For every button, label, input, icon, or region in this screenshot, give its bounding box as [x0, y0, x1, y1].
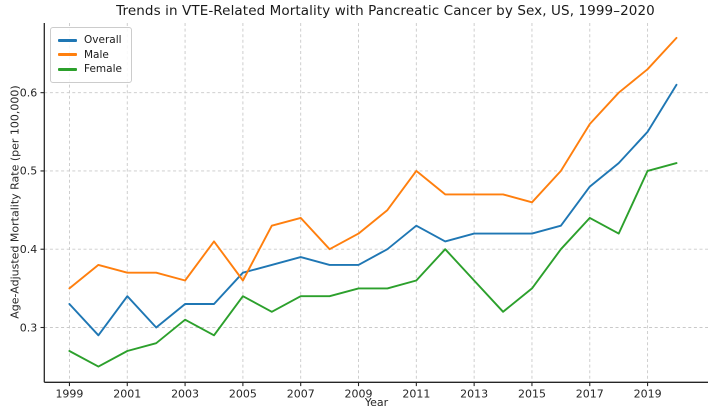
y-tick-label: 0.4	[20, 243, 38, 256]
x-tick-label: 2017	[576, 387, 604, 400]
y-tick-label: 0.5	[20, 165, 38, 178]
legend: Overall Male Female	[50, 27, 132, 83]
x-tick-label: 2007	[287, 387, 315, 400]
y-axis-label: Age-Adjusted Mortality Rate (per 100,000…	[8, 85, 22, 319]
y-tick-label: 0.6	[20, 86, 38, 99]
x-tick-label: 2001	[113, 387, 141, 400]
x-tick-label: 2005	[229, 387, 257, 400]
legend-line-overall-icon	[58, 38, 77, 42]
series-line-overall	[68, 83, 678, 337]
x-tick-label: 2019	[634, 387, 662, 400]
x-tick-label: 1999	[55, 387, 83, 400]
x-tick-label: 2013	[460, 387, 488, 400]
x-tick-label: 2015	[518, 387, 546, 400]
x-tick-label: 2009	[345, 387, 373, 400]
x-axis-label: Year	[364, 396, 389, 409]
legend-item-male: Male	[58, 48, 122, 63]
legend-line-male-icon	[58, 53, 77, 57]
legend-label-overall: Overall	[84, 34, 122, 46]
chart-title: Trends in VTE-Related Mortality with Pan…	[116, 3, 655, 19]
series-line-male	[68, 36, 678, 290]
x-tick-label: 2003	[171, 387, 199, 400]
series-line-female	[68, 162, 678, 368]
legend-label-male: Male	[84, 48, 109, 61]
legend-item-female: Female	[58, 62, 122, 77]
legend-line-female-icon	[58, 67, 77, 71]
legend-item-overall: Overall	[58, 33, 122, 48]
y-tick-label: 0.3	[20, 321, 38, 334]
x-tick-label: 2011	[402, 387, 430, 400]
legend-label-female: Female	[84, 63, 122, 75]
